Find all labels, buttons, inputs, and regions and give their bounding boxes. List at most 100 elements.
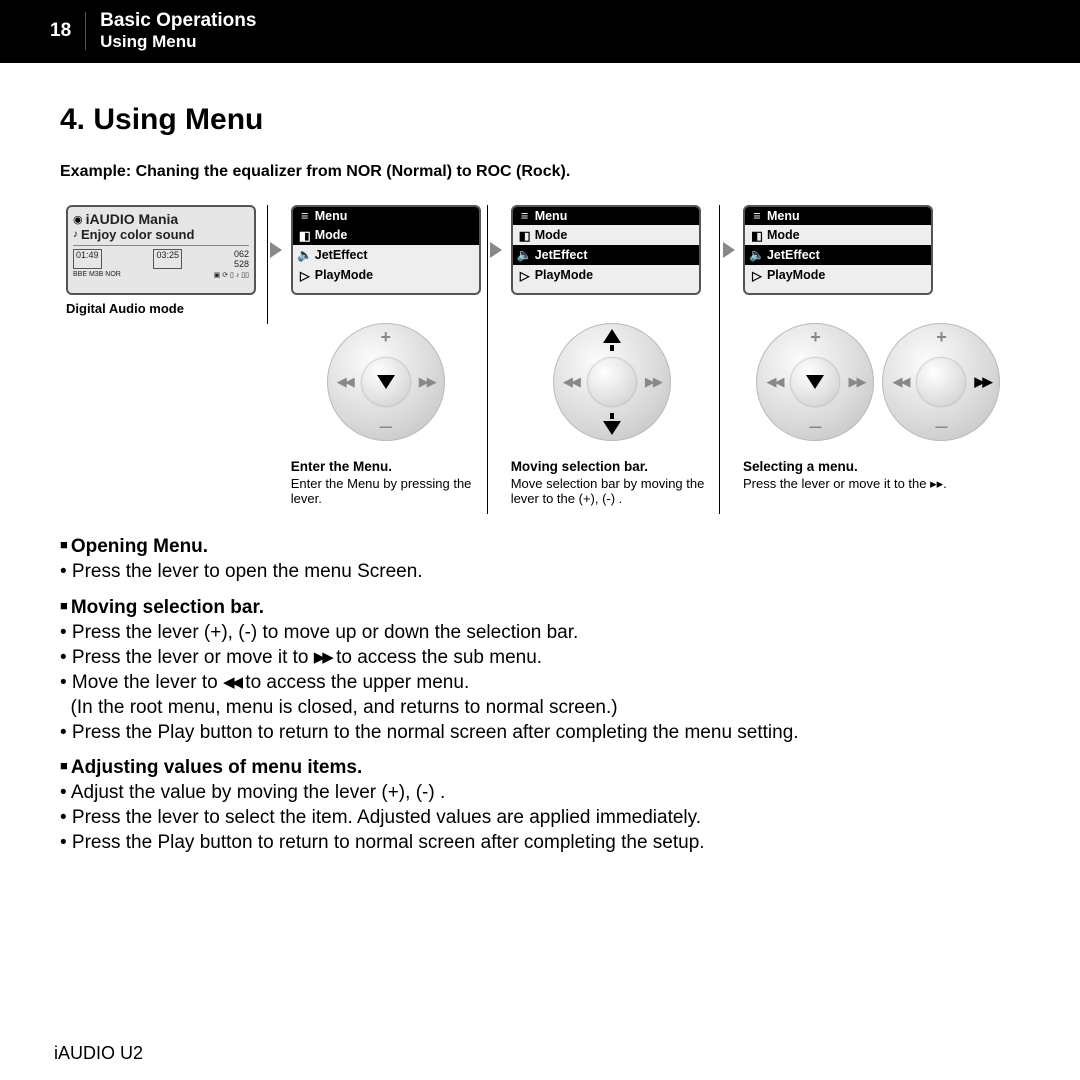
lcd-title: iAUDIO Mania bbox=[86, 211, 179, 227]
s3-head: Adjusting values of menu items. bbox=[71, 757, 362, 778]
figure-col-0: ◉ iAUDIO Mania ♪ Enjoy color sound 01:49… bbox=[60, 205, 268, 324]
play-icon: ▷ bbox=[519, 269, 531, 281]
s1-l1: • Press the lever to open the menu Scree… bbox=[60, 559, 1020, 584]
section-title: 4. Using Menu bbox=[60, 103, 1020, 137]
forward-icon: ▶▶ bbox=[419, 374, 435, 390]
mode-icon: ◧ bbox=[519, 229, 531, 241]
plus-icon: + bbox=[936, 327, 947, 348]
bullet-icon: ■ bbox=[60, 537, 68, 552]
down-arrow-icon bbox=[603, 413, 621, 435]
arrow-2 bbox=[720, 205, 737, 295]
footer-model: iAUDIO U2 bbox=[54, 1043, 143, 1064]
rewind-icon: ◀◀ bbox=[223, 674, 240, 691]
minus-icon: – bbox=[380, 413, 392, 439]
arrow-0 bbox=[268, 205, 285, 295]
speaker-icon: 🔈 bbox=[299, 249, 311, 261]
list-icon: ≡ bbox=[299, 210, 311, 222]
s1-head: Opening Menu. bbox=[71, 536, 208, 557]
dial-select-press: + – ◀◀ ▶▶ bbox=[756, 323, 874, 441]
menu-play: PlayMode bbox=[315, 268, 373, 282]
lcd-track-a: 062 bbox=[234, 249, 249, 259]
rewind-icon: ◀◀ bbox=[892, 374, 908, 390]
menu-mode: Mode bbox=[315, 228, 348, 242]
list-icon: ≡ bbox=[519, 210, 531, 222]
menu-play-3: PlayMode bbox=[767, 268, 825, 282]
header-divider bbox=[85, 12, 86, 50]
s2-head: Moving selection bar. bbox=[71, 597, 264, 618]
forward-icon-active: ▶▶ bbox=[974, 374, 990, 390]
dial-move: ◀◀ ▶▶ bbox=[553, 323, 671, 441]
caption-2: Moving selection bar. Move selection bar… bbox=[511, 459, 713, 506]
figure-col-1: ≡Menu ◧Mode 🔈JetEffect ▷PlayMode + – ◀◀ … bbox=[285, 205, 488, 514]
figure-col-3: ≡Menu ◧Mode 🔈JetEffect ▷PlayMode + – ◀◀ … bbox=[737, 205, 1020, 500]
caption-2-desc: Move selection bar by moving the lever t… bbox=[511, 476, 705, 506]
page-number: 18 bbox=[50, 20, 71, 42]
header-line1: Basic Operations bbox=[100, 10, 256, 32]
speaker-icon: 🔈 bbox=[751, 249, 763, 261]
rewind-icon: ◀◀ bbox=[337, 374, 353, 390]
fast-forward-icon: ▶▶ bbox=[314, 649, 331, 666]
page-header: 18 Basic Operations Using Menu bbox=[0, 0, 1080, 63]
speaker-icon: 🔈 bbox=[519, 249, 531, 261]
menu-hdr-2: Menu bbox=[535, 209, 568, 223]
s2-l3a: • Move the lever to bbox=[60, 672, 223, 693]
plus-icon: + bbox=[810, 327, 821, 348]
s2-l2a: • Press the lever or move it to bbox=[60, 647, 314, 668]
up-arrow-icon bbox=[603, 329, 621, 351]
forward-icon: ▶▶ bbox=[645, 374, 661, 390]
caption-3-desc: Press the lever or move it to the ▸▸. bbox=[743, 476, 947, 491]
s2-l2b: to access the sub menu. bbox=[331, 647, 542, 668]
body-text: ■Opening Menu. • Press the lever to open… bbox=[60, 534, 1020, 855]
page-content: 4. Using Menu Example: Chaning the equal… bbox=[0, 63, 1080, 855]
list-icon: ≡ bbox=[751, 210, 763, 222]
menu-lcd-1: ≡ Menu ◧ Mode 🔈 JetEffect ▷ PlayMode bbox=[291, 205, 481, 295]
menu-play-2: PlayMode bbox=[535, 268, 593, 282]
plus-icon: + bbox=[380, 327, 391, 348]
forward-icon: ▶▶ bbox=[848, 374, 864, 390]
s3-l2: • Press the lever to select the item. Ad… bbox=[60, 805, 1020, 830]
press-down-icon bbox=[377, 375, 395, 389]
dial-select-right: + – ◀◀ ▶▶ bbox=[882, 323, 1000, 441]
rewind-icon: ◀◀ bbox=[766, 374, 782, 390]
s2-l3: • Move the lever to ◀◀ to access the upp… bbox=[60, 670, 1020, 695]
minus-icon: – bbox=[935, 413, 947, 439]
header-line2: Using Menu bbox=[100, 32, 256, 52]
note-icon: ♪ bbox=[73, 229, 78, 240]
caption-1: Enter the Menu. Enter the Menu by pressi… bbox=[291, 459, 481, 506]
mode-icon: ◧ bbox=[299, 229, 311, 241]
s2-l4: (In the root menu, menu is closed, and r… bbox=[60, 695, 1020, 720]
figure-row: ◉ iAUDIO Mania ♪ Enjoy color sound 01:49… bbox=[60, 205, 1020, 514]
menu-hdr: Menu bbox=[315, 209, 348, 223]
lcd-subtitle: Enjoy color sound bbox=[81, 227, 194, 242]
menu-jet-3: JetEffect bbox=[767, 248, 820, 262]
minus-icon: – bbox=[809, 413, 821, 439]
lcd-track-b: 528 bbox=[234, 259, 249, 269]
rewind-icon: ◀◀ bbox=[563, 374, 579, 390]
header-text: Basic Operations Using Menu bbox=[100, 10, 256, 51]
s2-l1: • Press the lever (+), (-) to move up or… bbox=[60, 620, 1020, 645]
s2-l2: • Press the lever or move it to ▶▶ to ac… bbox=[60, 645, 1020, 670]
s2-l3b: to access the upper menu. bbox=[240, 672, 469, 693]
lcd-playback: ◉ iAUDIO Mania ♪ Enjoy color sound 01:49… bbox=[66, 205, 256, 295]
s2-l5: • Press the Play button to return to the… bbox=[60, 720, 1020, 745]
menu-lcd-3: ≡Menu ◧Mode 🔈JetEffect ▷PlayMode bbox=[743, 205, 933, 295]
play-icon: ▷ bbox=[299, 269, 311, 281]
disc-icon: ◉ bbox=[73, 213, 83, 226]
caption-3-title: Selecting a menu. bbox=[743, 459, 1014, 474]
menu-hdr-3: Menu bbox=[767, 209, 800, 223]
bullet-icon: ■ bbox=[60, 598, 68, 613]
caption-1-desc: Enter the Menu by pressing the lever. bbox=[291, 476, 472, 506]
menu-jet-2: JetEffect bbox=[535, 248, 588, 262]
lcd-time-elapsed: 01:49 bbox=[73, 249, 102, 269]
s3-l3: • Press the Play button to return to nor… bbox=[60, 830, 1020, 855]
caption-3: Selecting a menu. Press the lever or mov… bbox=[743, 459, 1014, 492]
lcd-time-total: 03:25 bbox=[153, 249, 182, 269]
menu-lcd-2: ≡Menu ◧Mode 🔈JetEffect ▷PlayMode bbox=[511, 205, 701, 295]
caption-1-title: Enter the Menu. bbox=[291, 459, 481, 474]
bullet-icon: ■ bbox=[60, 758, 68, 773]
lcd-tags-1: BBE M3B NOR bbox=[73, 271, 121, 279]
lcd-caption-0: Digital Audio mode bbox=[66, 301, 261, 316]
menu-jet: JetEffect bbox=[315, 248, 368, 262]
example-text: Example: Chaning the equalizer from NOR … bbox=[60, 163, 1020, 181]
play-icon: ▷ bbox=[751, 269, 763, 281]
